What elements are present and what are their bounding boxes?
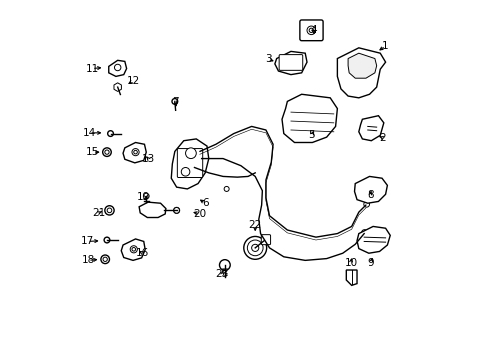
Circle shape [181, 167, 189, 176]
FancyBboxPatch shape [261, 235, 270, 245]
Polygon shape [114, 83, 121, 91]
Polygon shape [358, 116, 383, 141]
Circle shape [363, 202, 369, 207]
Circle shape [104, 150, 109, 154]
Text: 11: 11 [85, 64, 99, 73]
Circle shape [185, 148, 196, 158]
Circle shape [172, 99, 177, 104]
Circle shape [107, 208, 112, 213]
Circle shape [132, 248, 135, 251]
Circle shape [244, 237, 266, 259]
Circle shape [134, 150, 137, 154]
Circle shape [173, 207, 179, 213]
Text: 4: 4 [309, 25, 316, 35]
Polygon shape [354, 176, 386, 203]
Text: 3: 3 [264, 54, 271, 64]
Text: 6: 6 [202, 198, 208, 208]
Text: 13: 13 [142, 154, 155, 164]
FancyBboxPatch shape [279, 55, 302, 70]
Circle shape [143, 193, 149, 199]
Polygon shape [346, 270, 356, 285]
Circle shape [251, 244, 258, 251]
Circle shape [308, 28, 313, 32]
Polygon shape [274, 51, 306, 75]
Text: 10: 10 [344, 258, 357, 268]
Polygon shape [108, 60, 126, 76]
Text: 14: 14 [82, 128, 96, 138]
Circle shape [173, 207, 179, 213]
Text: 20: 20 [193, 209, 206, 219]
Text: 5: 5 [308, 130, 314, 140]
Text: 17: 17 [81, 237, 94, 247]
Circle shape [130, 246, 137, 253]
Text: 2: 2 [379, 133, 385, 143]
Polygon shape [347, 53, 376, 78]
Text: 23: 23 [215, 269, 228, 279]
Text: 8: 8 [366, 190, 373, 200]
FancyBboxPatch shape [177, 149, 203, 177]
Circle shape [104, 206, 114, 215]
Circle shape [224, 186, 229, 192]
Polygon shape [337, 48, 385, 98]
Polygon shape [171, 139, 208, 189]
Circle shape [247, 240, 263, 256]
Circle shape [115, 84, 121, 90]
FancyBboxPatch shape [299, 20, 323, 41]
Circle shape [104, 237, 110, 243]
Text: 22: 22 [248, 220, 261, 230]
Circle shape [102, 148, 111, 157]
Polygon shape [123, 143, 146, 163]
Polygon shape [121, 239, 145, 260]
Text: 21: 21 [92, 208, 105, 218]
Polygon shape [139, 202, 165, 217]
Polygon shape [356, 226, 389, 253]
Circle shape [219, 260, 230, 270]
Circle shape [107, 131, 113, 136]
Text: 7: 7 [172, 97, 179, 107]
Polygon shape [282, 94, 337, 143]
Text: 12: 12 [126, 76, 140, 86]
Circle shape [114, 64, 121, 71]
Text: 1: 1 [382, 41, 388, 51]
Text: 16: 16 [136, 248, 149, 258]
Text: 15: 15 [86, 147, 99, 157]
Text: 19: 19 [137, 192, 150, 202]
Circle shape [306, 26, 315, 35]
Circle shape [361, 230, 366, 235]
Circle shape [103, 257, 107, 261]
Circle shape [101, 255, 109, 264]
Text: 9: 9 [366, 258, 373, 268]
Text: 18: 18 [81, 255, 95, 265]
Circle shape [132, 149, 139, 156]
